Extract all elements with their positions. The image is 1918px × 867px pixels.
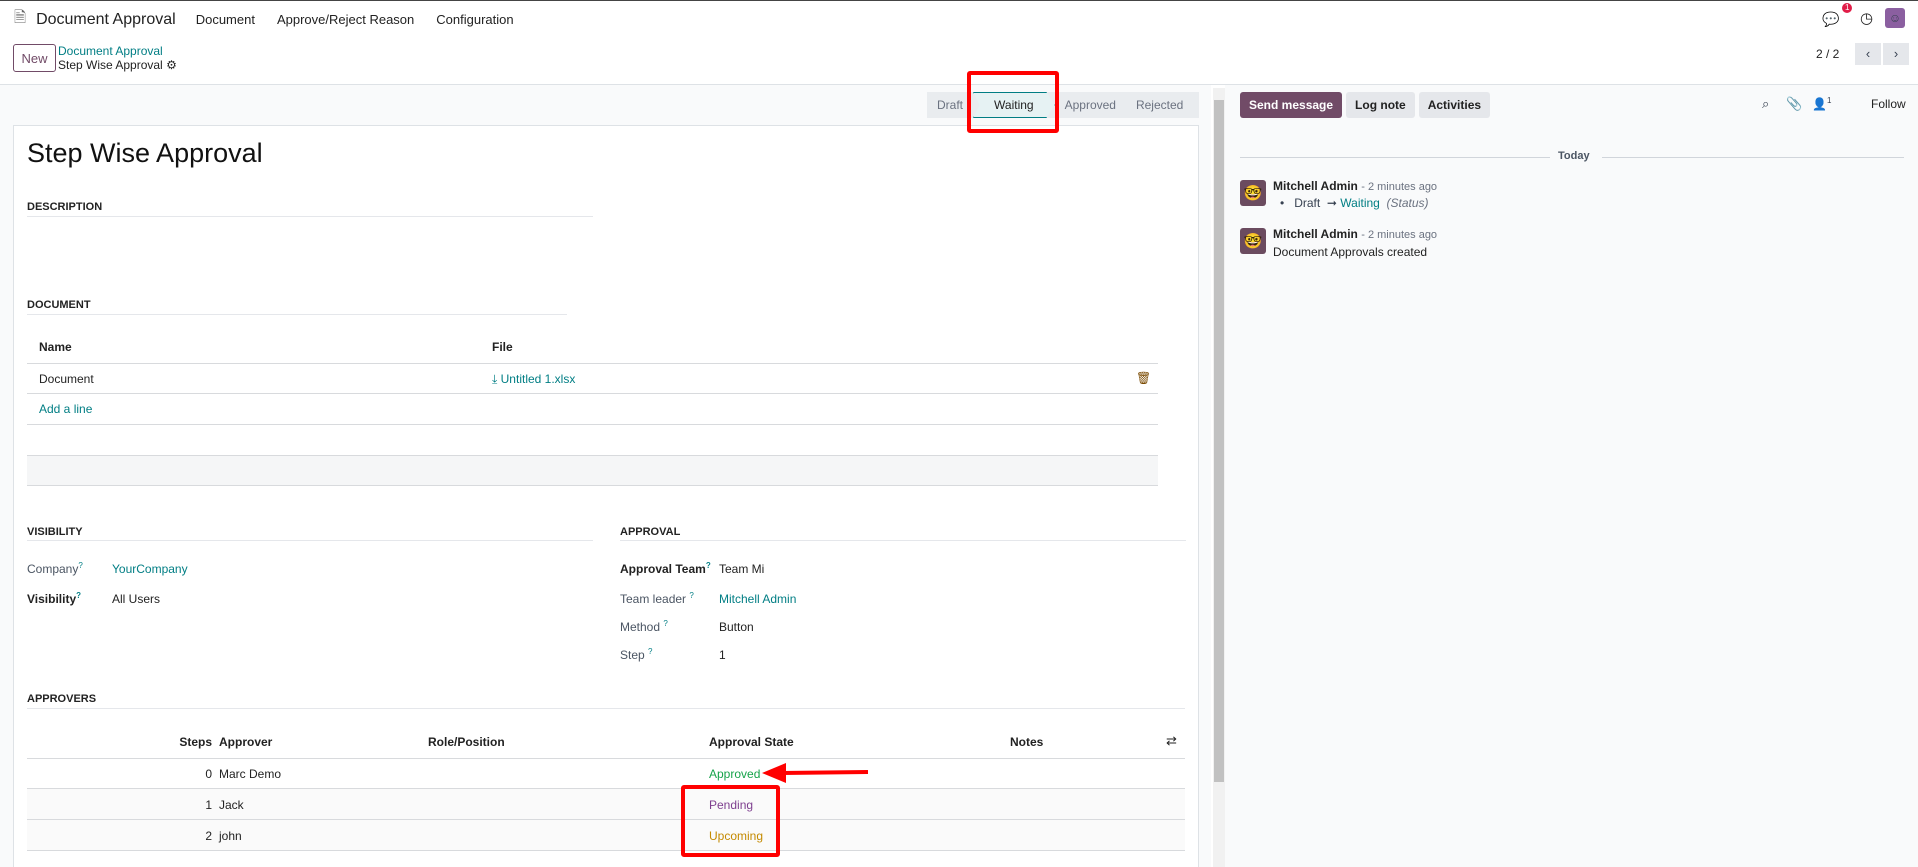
document-heading: DOCUMENT <box>27 299 91 311</box>
chatter-panel <box>1225 85 1918 867</box>
row-divider <box>27 424 1158 425</box>
gear-icon[interactable]: ⚙ <box>166 58 177 72</box>
divider <box>1602 157 1904 158</box>
company-label: Company? <box>27 561 83 576</box>
app-icon: 🗎 <box>14 9 27 26</box>
scrollbar-thumb[interactable] <box>1214 100 1224 782</box>
approver-cell: john <box>219 829 242 843</box>
user-avatar[interactable]: ☺ <box>1885 8 1905 28</box>
approver-row[interactable]: 1 Jack Pending <box>27 789 1185 820</box>
message-author: Mitchell Admin - 2 minutes ago <box>1273 227 1438 241</box>
stage-approved[interactable]: Approved <box>1064 98 1116 112</box>
approval-state-badge: Upcoming <box>709 829 764 843</box>
stage-draft[interactable]: Draft <box>937 98 964 112</box>
approval-team-field[interactable]: Team Mi <box>719 562 765 576</box>
author-avatar[interactable]: 🤓 <box>1240 228 1266 254</box>
author-avatar[interactable]: 🤓 <box>1240 180 1266 206</box>
team-leader-field[interactable]: Mitchell Admin <box>719 592 797 606</box>
approval-state-badge: Pending <box>709 798 754 812</box>
divider <box>1240 157 1550 158</box>
status-bar: Draft Waiting Approved Rejected <box>927 92 1199 118</box>
message-body: Document Approvals created <box>1273 245 1428 259</box>
step-cell: 1 <box>205 798 212 812</box>
company-field[interactable]: YourCompany <box>112 562 188 576</box>
visibility-heading: VISIBILITY <box>27 526 83 538</box>
menu-configuration[interactable]: Configuration <box>436 12 514 27</box>
send-message-button[interactable]: Send message <box>1240 92 1343 118</box>
visibility-field[interactable]: All Users <box>112 592 161 606</box>
activities-button[interactable]: Activities <box>1418 92 1491 118</box>
approvers-heading: APPROVERS <box>27 693 97 705</box>
approver-cell: Jack <box>219 798 244 812</box>
divider <box>27 540 593 541</box>
form-sheet <box>13 125 1199 867</box>
step-field[interactable]: 1 <box>719 648 726 662</box>
chat-icon[interactable]: 💬 <box>1822 11 1840 27</box>
pager[interactable]: 2 / 2 <box>1816 47 1840 61</box>
message-author: Mitchell Admin - 2 minutes ago <box>1273 179 1438 193</box>
trash-icon[interactable]: 🗑 <box>1136 371 1152 385</box>
row-divider <box>27 363 1158 364</box>
approval-heading: APPROVAL <box>620 526 681 538</box>
record-title[interactable]: Step Wise Approval <box>27 138 263 168</box>
approval-state-badge: Approved <box>709 767 761 781</box>
col-role[interactable]: Role/Position <box>428 735 505 749</box>
control-panel <box>0 38 1918 85</box>
col-approver[interactable]: Approver <box>219 735 273 749</box>
date-separator: Today <box>1558 150 1590 162</box>
col-approval-state[interactable]: Approval State <box>709 735 794 749</box>
pager-next-button[interactable]: › <box>1883 43 1909 65</box>
new-button[interactable]: New <box>13 44 56 72</box>
annotation-box-waiting <box>967 71 1059 133</box>
divider <box>27 216 593 217</box>
col-file[interactable]: File <box>492 340 513 354</box>
approver-row[interactable]: 0 Marc Demo Approved <box>27 758 1185 789</box>
follow-button[interactable]: Follow <box>1871 97 1906 111</box>
method-field[interactable]: Button <box>719 620 754 634</box>
doc-name-cell[interactable]: Document <box>39 372 94 386</box>
add-line-link[interactable]: Add a line <box>39 402 93 416</box>
divider <box>620 540 1186 541</box>
description-heading: DESCRIPTION <box>27 201 103 213</box>
divider <box>27 314 567 315</box>
step-cell: 2 <box>205 829 212 843</box>
attachment-icon[interactable]: 📎 <box>1786 96 1803 111</box>
chat-badge: 1 <box>1842 3 1853 13</box>
approver-row[interactable]: 2 john Upcoming <box>27 820 1185 851</box>
app-title[interactable]: Document Approval <box>36 10 176 28</box>
col-name[interactable]: Name <box>39 340 72 354</box>
clock-icon[interactable]: ◷ <box>1860 10 1874 27</box>
pager-prev-button[interactable]: ‹ <box>1855 43 1881 65</box>
top-navbar: 🗎 Document Approval Document Approve/Rej… <box>0 0 1918 38</box>
annotation-arrow <box>762 763 869 783</box>
visibility-label: Visibility? <box>27 591 82 606</box>
method-label: Method ? <box>620 619 668 634</box>
tracking-value: • Draft ➞ Waiting (Status) <box>1280 196 1429 210</box>
team-leader-label: Team leader ? <box>620 591 694 606</box>
divider <box>27 708 1185 709</box>
log-note-button[interactable]: Log note <box>1346 92 1415 118</box>
step-cell: 0 <box>205 767 212 781</box>
approver-cell: Marc Demo <box>219 767 282 781</box>
doc-file-link[interactable]: ⤓ Untitled 1.xlsx <box>492 372 576 386</box>
column-settings-icon[interactable]: ⇄ <box>1166 733 1177 748</box>
search-icon[interactable]: ⌕ <box>1762 96 1770 111</box>
col-notes[interactable]: Notes <box>1010 735 1044 749</box>
row-divider <box>27 758 1185 759</box>
breadcrumb-parent[interactable]: Document Approval <box>58 44 163 58</box>
menu-document[interactable]: Document <box>195 12 255 27</box>
menu-approve-reject-reason[interactable]: Approve/Reject Reason <box>276 12 415 27</box>
col-steps[interactable]: Steps <box>179 735 212 749</box>
empty-row <box>27 455 1158 486</box>
breadcrumb-current: Step Wise Approval ⚙ <box>58 58 177 72</box>
followers-icon[interactable]: 👤1 <box>1812 96 1832 111</box>
annotation-box-states <box>681 785 780 857</box>
approval-team-label: Approval Team? <box>620 561 711 576</box>
step-label: Step ? <box>620 647 653 662</box>
row-divider <box>27 393 1158 394</box>
stage-rejected[interactable]: Rejected <box>1135 98 1184 112</box>
